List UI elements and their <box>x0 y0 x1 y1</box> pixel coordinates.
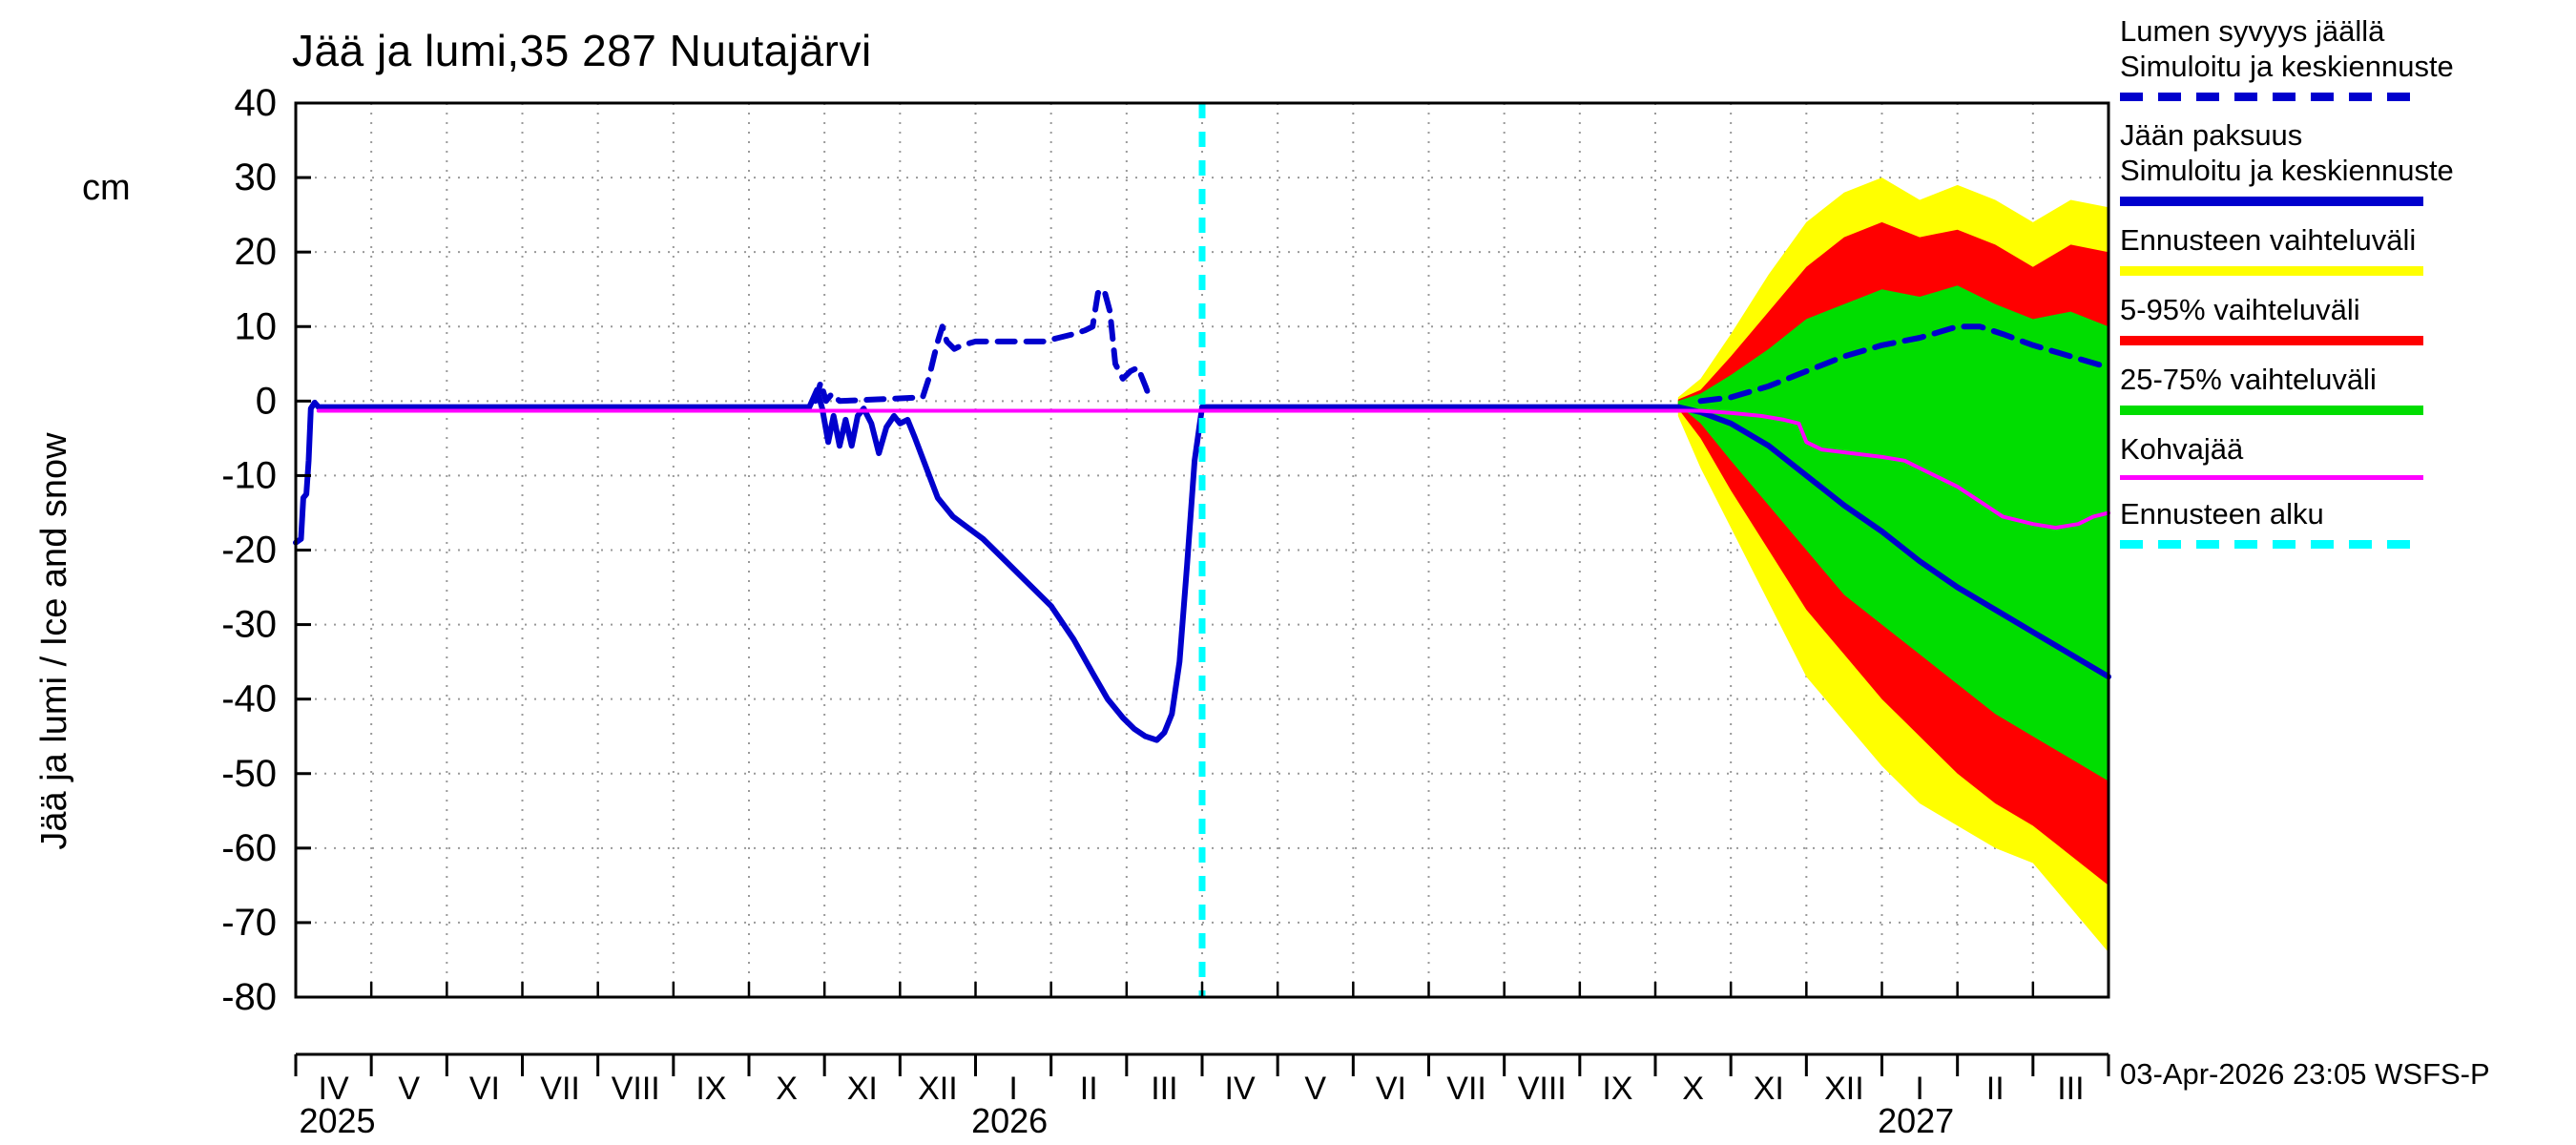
line-snow-forecast-median <box>1697 323 2111 405</box>
month-label: IV <box>319 1071 349 1107</box>
month-label: II <box>1986 1071 2005 1107</box>
line-ice-simulated <box>293 386 1205 743</box>
y-tick-label: 20 <box>235 231 278 273</box>
month-label: XI <box>847 1071 878 1107</box>
y-tick-label: -10 <box>221 454 277 496</box>
ice-simulated-swatch <box>2120 197 2423 206</box>
line-kohvajaa <box>316 408 2110 531</box>
legend-label: 25-75% vaihteluväli <box>2120 363 2377 396</box>
x-axis-months: IV V VI VII VIII IX X XI XII I II III IV V VI VII VIII IX… <box>294 1052 2110 1140</box>
y-tick-label: -40 <box>221 678 277 720</box>
legend-item-snow-simulated: Lumen syvyys jäällä Simuloitu ja keskienn… <box>2120 13 2570 101</box>
chart-title: Jää ja lumi,35 287 Nuutajärvi <box>292 26 872 75</box>
p5-95-swatch <box>2120 336 2423 345</box>
month-label: III <box>2057 1071 2084 1107</box>
y-axis-unit: cm <box>82 168 131 208</box>
month-label: X <box>1682 1071 1704 1107</box>
y-tick-label: -20 <box>221 530 277 572</box>
legend-label: 5-95% vaihteluväli <box>2120 293 2360 326</box>
forecast-start-swatch <box>2120 540 2423 549</box>
legend-label: Ennusteen alku <box>2120 497 2324 531</box>
kohvajaa-swatch <box>2120 475 2423 480</box>
year-label: 2025 <box>299 1101 375 1140</box>
snow-simulated-swatch <box>2120 93 2423 101</box>
y-tick-label: 30 <box>235 156 278 198</box>
y-tick-label: -70 <box>221 902 277 944</box>
p25-75-swatch <box>2120 406 2423 415</box>
month-label: XI <box>1754 1071 1784 1107</box>
legend-item-p5-95: 5-95% vaihteluväli <box>2120 292 2570 345</box>
timestamp: 03-Apr-2026 23:05 WSFS-P <box>2120 1057 2490 1091</box>
y-axis: 40 30 20 10 0 -10 -20 -30 -40 -50 -60 -70 -80 <box>221 82 2110 1018</box>
y-tick-label: -50 <box>221 753 277 795</box>
month-label: VIII <box>1518 1071 1567 1107</box>
legend: Lumen syvyys jäällä Simuloitu ja keskienn… <box>2120 13 2570 565</box>
month-label: XII <box>918 1071 958 1107</box>
legend-label: Simuloitu ja keskiennuste <box>2120 154 2454 187</box>
band-p25-75 <box>1677 285 2109 781</box>
month-label: X <box>776 1071 798 1107</box>
y-tick-label: -30 <box>221 604 277 646</box>
legend-label: Lumen syvyys jäällä <box>2120 14 2385 48</box>
y-tick-label: -80 <box>221 976 277 1018</box>
legend-item-forecast-start: Ennusteen alku <box>2120 496 2570 549</box>
y-tick-label: 10 <box>235 305 278 347</box>
line-snow-simulated <box>812 286 1154 405</box>
month-label: III <box>1151 1071 1177 1107</box>
month-label: VII <box>540 1071 580 1107</box>
month-label: IX <box>1602 1071 1632 1107</box>
month-label: VI <box>469 1071 500 1107</box>
legend-label: Jään paksuus <box>2120 118 2303 152</box>
y-tick-label: 0 <box>256 380 277 422</box>
legend-label: Ennusteen vaihteluväli <box>2120 223 2417 257</box>
month-label: II <box>1080 1071 1098 1107</box>
month-label: VIII <box>612 1071 660 1107</box>
month-label: VI <box>1376 1071 1406 1107</box>
year-label: 2026 <box>971 1101 1048 1140</box>
legend-item-p25-75: 25-75% vaihteluväli <box>2120 362 2570 415</box>
forecast-range-swatch <box>2120 266 2423 276</box>
year-label: 2027 <box>1878 1101 1954 1140</box>
month-label: I <box>1915 1071 1923 1107</box>
legend-item-kohvajaa: Kohvajää <box>2120 431 2570 480</box>
legend-label: Simuloitu ja keskiennuste <box>2120 50 2454 83</box>
month-label: V <box>1304 1071 1326 1107</box>
y-tick-label: -60 <box>221 827 277 869</box>
legend-label: Kohvajää <box>2120 432 2244 466</box>
month-label: IV <box>1225 1071 1256 1107</box>
month-label: V <box>398 1071 420 1107</box>
legend-item-ice-simulated: Jään paksuus Simuloitu ja keskiennuste <box>2120 117 2570 206</box>
month-label: XII <box>1824 1071 1864 1107</box>
line-ice-forecast-median <box>1199 404 2111 680</box>
month-label: VII <box>1446 1071 1486 1107</box>
y-tick-label: 40 <box>235 82 278 124</box>
month-label: IX <box>696 1071 726 1107</box>
month-label: I <box>1008 1071 1017 1107</box>
legend-item-forecast-range: Ennusteen vaihteluväli <box>2120 222 2570 276</box>
